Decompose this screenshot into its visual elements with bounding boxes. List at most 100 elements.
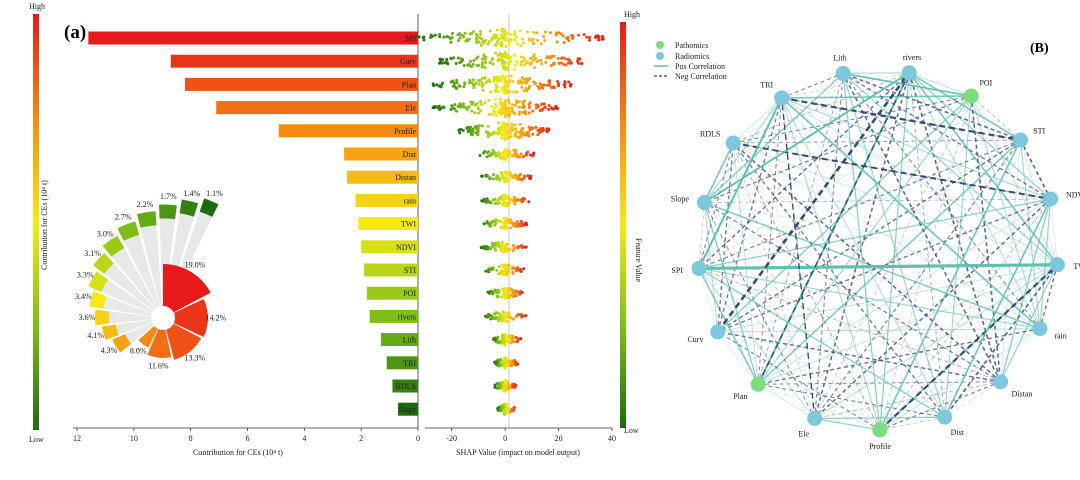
swarm-point (468, 81, 472, 85)
edge-negative (842, 73, 1041, 329)
swarm-point (476, 106, 480, 110)
swarm-point (451, 84, 455, 88)
swarm-point (502, 104, 506, 108)
swarm-point (453, 103, 457, 107)
swarm-point (471, 127, 475, 131)
swarm-point (492, 337, 496, 341)
swarm-point (547, 107, 551, 111)
edge-positive (732, 142, 759, 385)
swarm-point (435, 83, 439, 87)
rose-value-distan: 4.1% (87, 331, 104, 340)
swarm-point (527, 111, 531, 115)
swarm-point (449, 56, 453, 60)
swarm-point (489, 201, 493, 205)
legend-pathomics-label: Pathomics (675, 41, 708, 50)
swarm-point (501, 287, 505, 291)
swarm-row-sti (484, 263, 526, 277)
swarm-point (552, 86, 556, 90)
swarm-point (435, 105, 439, 109)
swarm-point (547, 103, 551, 107)
rose-slice-tri (159, 204, 177, 220)
swarm-point (487, 112, 491, 116)
swarm-point (532, 53, 536, 57)
swarm-point (500, 319, 504, 323)
swarm-point (500, 102, 504, 106)
swarm-point (502, 123, 506, 127)
swarm-point (509, 74, 513, 78)
edge-negative (814, 198, 1052, 420)
swarm-point (485, 79, 489, 83)
swarm-point (513, 150, 517, 154)
swarm-point (477, 111, 481, 115)
node-slope: Slope (671, 194, 712, 211)
swarm-point (545, 130, 549, 134)
bar-rivers (369, 309, 418, 323)
swarm-point (534, 106, 538, 110)
edge-positive (757, 139, 1022, 385)
swarm-point (496, 406, 500, 410)
swarm-point (491, 131, 495, 135)
swarm-point (497, 311, 501, 315)
swarm-point (540, 107, 544, 111)
swarm-point (476, 129, 480, 133)
swarm-point (521, 196, 525, 200)
swarm-point (456, 39, 460, 43)
swarm-point (526, 150, 530, 154)
edge-positive (908, 72, 1052, 200)
swarm-point (500, 59, 504, 63)
swarm-point (507, 264, 511, 268)
edge-negative (733, 95, 972, 144)
swarm-point (493, 223, 497, 227)
edge-positive (908, 72, 1041, 329)
swarm-point (497, 291, 501, 295)
swarm-point (529, 57, 533, 61)
swarm-point (535, 31, 539, 35)
swarm-point (515, 42, 519, 46)
swarm-point (521, 100, 525, 104)
swarm-point (503, 77, 507, 81)
swarm-point (438, 57, 442, 61)
edge-positive (733, 142, 1058, 266)
swarm-point (431, 82, 435, 86)
swarm-point (491, 151, 495, 155)
swarm-point (482, 222, 486, 226)
edge-positive (717, 331, 815, 419)
swarm-point (504, 356, 508, 360)
swarm-point (474, 103, 478, 107)
swarm-point (518, 122, 522, 126)
bar-tick-label: 6 (246, 434, 250, 443)
swarm-point (505, 179, 509, 183)
swarm-point (504, 52, 508, 56)
node-curv: Curv (687, 324, 726, 344)
swarm-point (497, 339, 501, 343)
swarm-point (517, 155, 521, 159)
edge-positive (842, 73, 881, 431)
swarm-point (523, 63, 527, 67)
swarm-point (506, 155, 510, 159)
swarm-point (499, 225, 503, 229)
rose-slice-rivers (117, 221, 140, 241)
swarm-point (480, 84, 484, 88)
swarm-point (548, 83, 552, 87)
swarm-point (430, 34, 434, 38)
edge-negative (732, 142, 815, 419)
swarm-point (538, 130, 542, 134)
node-label: SPI (671, 266, 683, 275)
swarm-point (470, 81, 474, 85)
edge-negative (757, 73, 844, 385)
swarm-point (555, 40, 559, 44)
edge-negative (717, 97, 783, 333)
swarm-point (503, 83, 507, 87)
swarm-point (500, 405, 504, 409)
swarm-point (504, 337, 508, 341)
node-lith: Lith (833, 54, 851, 81)
swarm-point (559, 61, 563, 65)
swarm-point (555, 31, 559, 35)
edge-positive (814, 264, 1058, 419)
swarm-point (516, 224, 520, 228)
swarm-point (480, 65, 484, 69)
swarm-point (497, 151, 501, 155)
swarm-point (509, 32, 513, 36)
swarm-point (496, 59, 500, 63)
swarm-point (543, 106, 547, 110)
